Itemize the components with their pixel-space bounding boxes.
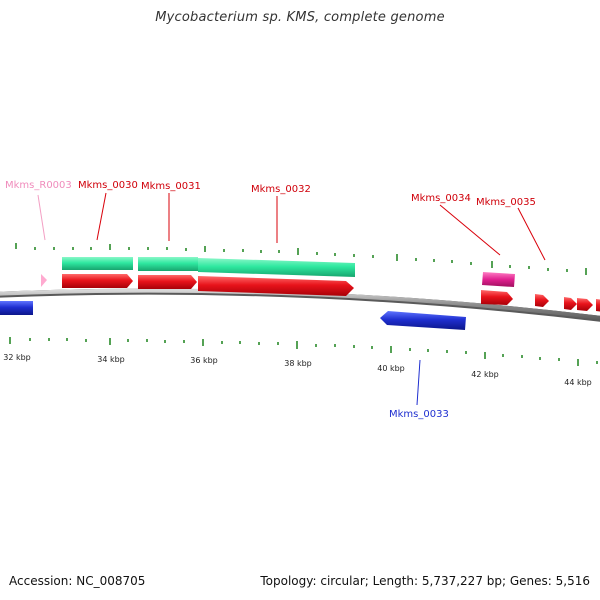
gene-forward[interactable]	[564, 297, 577, 310]
reverse-genes	[0, 301, 466, 330]
gene-label-0030[interactable]: Mkms_0030	[78, 180, 138, 191]
gene-0030[interactable]	[62, 274, 133, 288]
gene-forward[interactable]	[535, 294, 549, 307]
genome-title: Mycobacterium sp. KMS, complete genome	[155, 10, 445, 25]
gene-label-0033[interactable]: Mkms_0033	[389, 409, 449, 420]
kbp-label: 34 kbp	[97, 355, 125, 364]
kbp-label: 38 kbp	[284, 359, 312, 368]
accession-text: Accession: NC_008705	[9, 574, 146, 588]
cds-feature-0032[interactable]	[198, 258, 355, 277]
gene-0034[interactable]	[482, 272, 515, 287]
cds-feature-0031[interactable]	[138, 257, 198, 271]
kbp-labels: 32 kbp 34 kbp 36 kbp 38 kbp 40 kbp 42 kb…	[3, 353, 592, 387]
gene-label-R0003[interactable]: Mkms_R0003	[5, 180, 72, 191]
forward-genes	[62, 274, 600, 312]
gene-label-0035[interactable]: Mkms_0035	[476, 197, 536, 208]
outer-ticks	[15, 243, 587, 275]
kbp-label: 42 kbp	[471, 370, 499, 379]
gene-labels: Mkms_R0003 Mkms_0030 Mkms_0031 Mkms_0032…	[5, 180, 536, 420]
cds-feature-0030[interactable]	[62, 257, 133, 270]
gene-label-0032[interactable]: Mkms_0032	[251, 184, 311, 195]
gene-label-0031[interactable]: Mkms_0031	[141, 181, 201, 192]
gene-0032[interactable]	[198, 276, 354, 296]
kbp-label: 44 kbp	[564, 378, 592, 387]
gene-forward[interactable]	[596, 299, 600, 312]
gene-label-0034[interactable]: Mkms_0034	[411, 193, 471, 204]
gene-0035[interactable]	[481, 290, 513, 305]
rna-gene-R0003[interactable]	[41, 274, 47, 287]
gene-0033[interactable]	[380, 311, 466, 330]
gene-forward[interactable]	[577, 298, 593, 311]
gene-0031[interactable]	[138, 275, 197, 289]
kbp-label: 40 kbp	[377, 364, 405, 373]
inner-ticks	[9, 337, 598, 366]
genome-summary-text: Topology: circular; Length: 5,737,227 bp…	[260, 574, 590, 588]
label-leader-lines	[37, 192, 546, 406]
kbp-label: 32 kbp	[3, 353, 31, 362]
reverse-gene[interactable]	[0, 301, 33, 315]
kbp-label: 36 kbp	[190, 356, 218, 365]
cds-features	[62, 257, 355, 277]
